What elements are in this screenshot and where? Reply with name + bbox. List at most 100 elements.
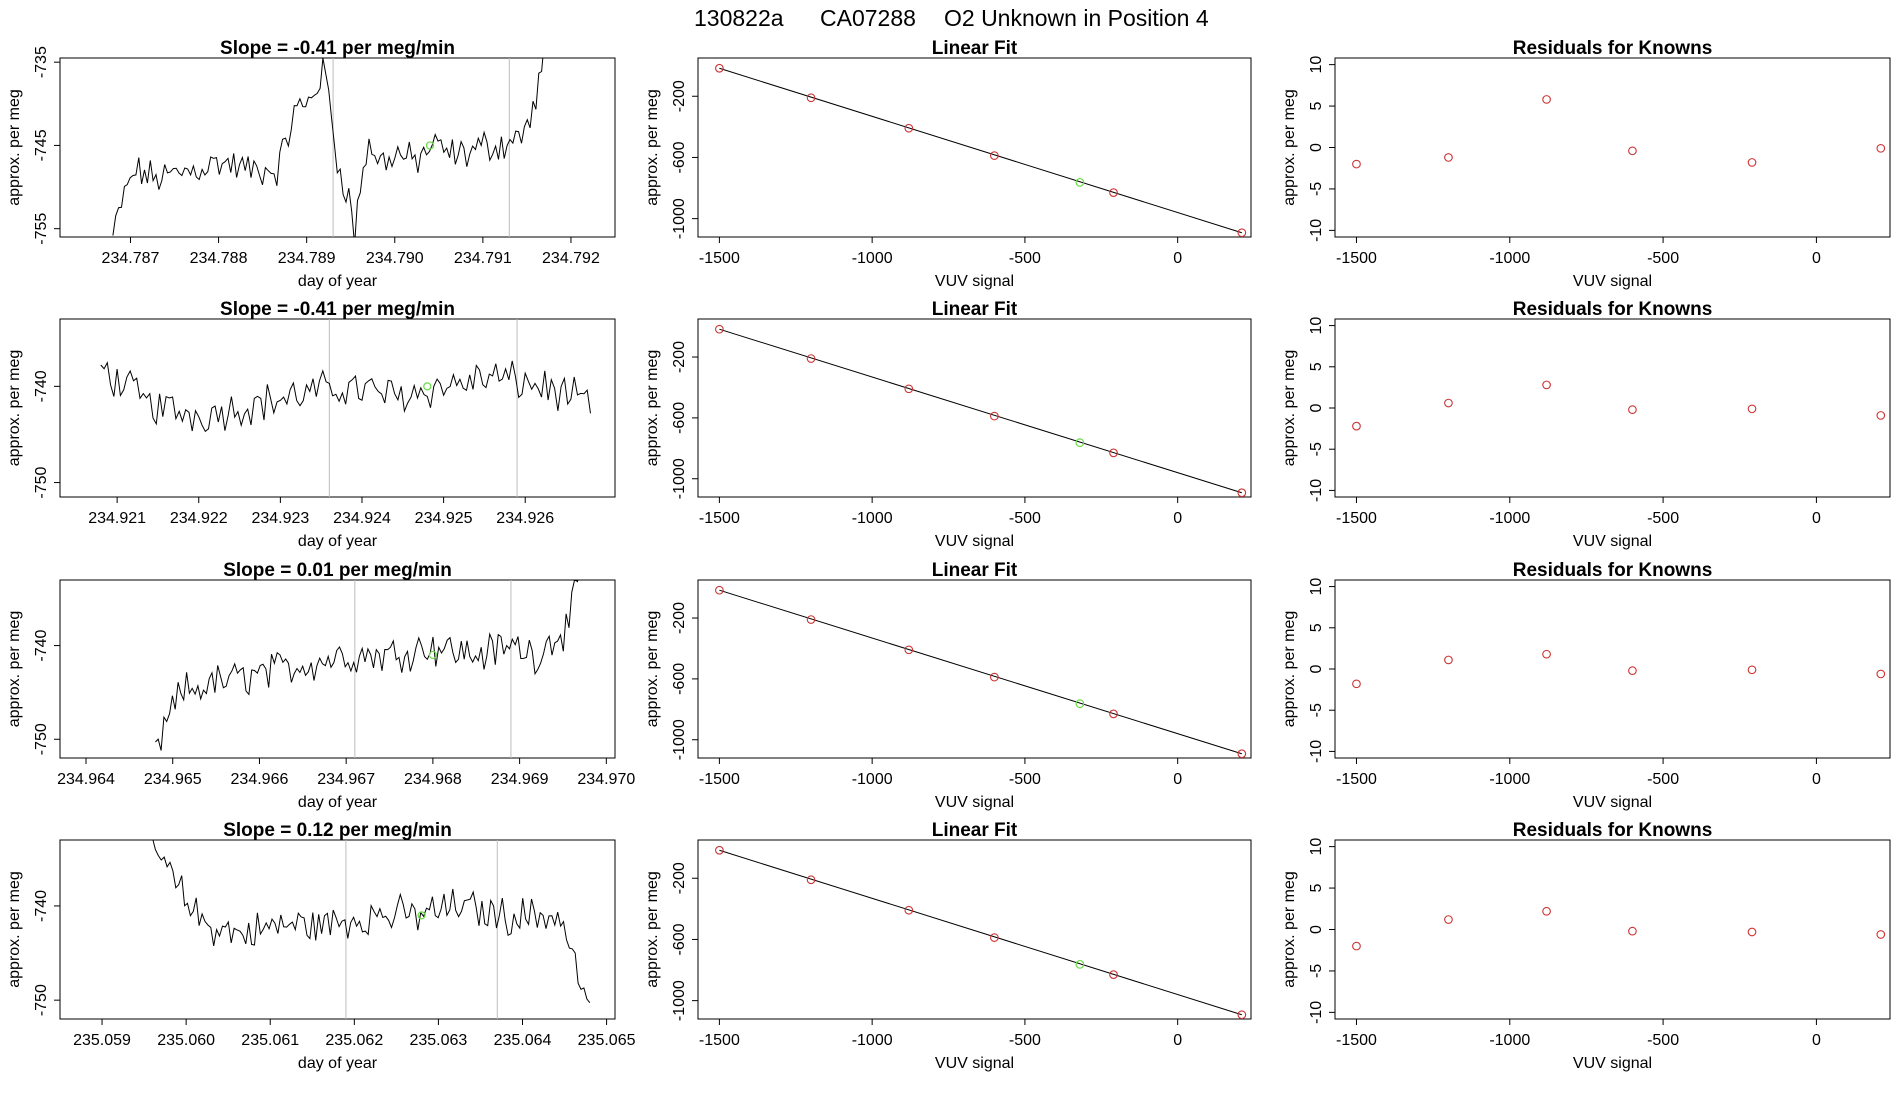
y-axis-label: approx. per meg xyxy=(644,871,661,988)
panel-title: Residuals for Knowns xyxy=(1513,299,1713,320)
panel-1-3: Residuals for Knowns VUV signal approx. pe… xyxy=(1281,38,1891,290)
y-tick-label: -600 xyxy=(671,141,688,173)
x-tick-label: 234.922 xyxy=(170,510,228,527)
plot-area xyxy=(1352,649,1886,689)
unknown-point xyxy=(1075,699,1085,709)
plot-frame xyxy=(697,579,1252,759)
known-point xyxy=(715,585,724,595)
y-axis-label: approx. per meg xyxy=(6,89,23,206)
x-tick-label: -500 xyxy=(1647,771,1679,788)
plot-area xyxy=(155,580,579,758)
y-axis-label: approx. per meg xyxy=(1281,350,1298,467)
x-axis-label: VUV signal xyxy=(935,533,1014,550)
known-point xyxy=(904,123,914,133)
x-tick-label: -500 xyxy=(1647,250,1679,267)
known-point xyxy=(1352,421,1361,431)
known-point xyxy=(1876,930,1886,939)
known-point xyxy=(1444,915,1453,924)
known-point xyxy=(1542,649,1551,659)
x-tick-label: 234.968 xyxy=(404,771,462,788)
plot-frame xyxy=(59,579,616,759)
panel-title: Residuals for Knowns xyxy=(1513,560,1713,581)
y-tick-label: -1000 xyxy=(671,198,688,239)
y-tick-label: -600 xyxy=(671,402,688,434)
known-point xyxy=(1628,666,1637,675)
y-tick-label: -10 xyxy=(1308,740,1325,763)
x-tick-label: -1000 xyxy=(1489,1032,1530,1049)
x-tick-label: -1000 xyxy=(852,1032,893,1049)
x-tick-label: -1500 xyxy=(699,771,740,788)
x-tick-label: -1500 xyxy=(1336,1032,1377,1049)
x-tick-label: 0 xyxy=(1812,1032,1821,1049)
x-tick-label: -1500 xyxy=(1336,771,1377,788)
x-tick-label: 234.923 xyxy=(251,510,309,527)
known-point xyxy=(806,93,816,103)
x-tick-label: -500 xyxy=(1009,771,1041,788)
x-tick-label: 235.063 xyxy=(409,1032,467,1049)
known-point xyxy=(1352,679,1361,689)
y-tick-label: 5 xyxy=(1308,623,1325,632)
x-axis-label: day of year xyxy=(298,273,378,290)
plot-area xyxy=(1352,906,1886,951)
unknown-point xyxy=(417,911,426,920)
y-tick-label: 10 xyxy=(1308,578,1325,596)
known-point xyxy=(1444,655,1453,665)
plot-area xyxy=(112,58,544,237)
y-tick-label: -600 xyxy=(671,923,688,955)
y-tick-label: 0 xyxy=(1308,664,1325,673)
panel-3-1: Slope = 0.01 per meg/min day of year appro… xyxy=(6,560,635,811)
plot-frame xyxy=(1334,57,1891,238)
known-point xyxy=(1352,159,1361,169)
y-tick-label: 10 xyxy=(1308,838,1325,856)
x-axis-label: day of year xyxy=(298,533,378,550)
x-tick-label: -1500 xyxy=(1336,250,1377,267)
fit-line xyxy=(719,849,1242,1016)
known-point xyxy=(1747,158,1757,167)
panel-title: Slope = -0.41 per meg/min xyxy=(220,299,455,320)
y-tick-label: 5 xyxy=(1308,884,1325,893)
known-point xyxy=(1876,143,1886,153)
y-tick-label: -5 xyxy=(1308,182,1325,196)
panel-3-3: Residuals for Knowns VUV signal approx. pe… xyxy=(1281,560,1891,811)
fit-line xyxy=(719,328,1242,494)
panel-4-1: Slope = 0.12 per meg/min day of year appro… xyxy=(6,820,636,1072)
plot-frame xyxy=(697,57,1252,238)
known-point xyxy=(1237,1010,1247,1019)
unknown-point xyxy=(1075,959,1085,969)
x-tick-label: -1000 xyxy=(1489,510,1530,527)
plot-area xyxy=(715,845,1247,1019)
known-point xyxy=(990,672,999,682)
x-tick-label: 234.787 xyxy=(102,250,160,267)
y-tick-label: -1000 xyxy=(671,719,688,760)
y-tick-label: -735 xyxy=(33,46,50,78)
x-tick-label: -1000 xyxy=(852,771,893,788)
x-tick-label: 235.064 xyxy=(494,1032,552,1049)
x-axis-label: VUV signal xyxy=(1573,1055,1652,1072)
plot-area xyxy=(152,840,591,1019)
x-axis-label: VUV signal xyxy=(935,1055,1014,1072)
known-point xyxy=(1237,749,1247,758)
y-tick-label: -750 xyxy=(33,723,50,755)
known-point xyxy=(904,905,914,915)
y-tick-label: -5 xyxy=(1308,442,1325,456)
known-point xyxy=(904,384,914,394)
x-axis-label: VUV signal xyxy=(1573,794,1652,811)
unknown-point xyxy=(428,650,437,660)
known-point xyxy=(1109,448,1118,458)
known-point xyxy=(990,411,999,421)
plot-frame xyxy=(1334,579,1891,759)
panel-title: Residuals for Knowns xyxy=(1513,38,1713,59)
plot-frame xyxy=(1334,839,1891,1020)
x-tick-label: -500 xyxy=(1009,510,1041,527)
x-tick-label: 234.967 xyxy=(317,771,375,788)
panel-2-1: Slope = -0.41 per meg/min day of year appr… xyxy=(6,299,616,550)
known-point xyxy=(990,151,999,160)
y-axis-label: approx. per meg xyxy=(6,611,23,728)
x-tick-label: 235.059 xyxy=(73,1032,131,1049)
y-axis-label: approx. per meg xyxy=(1281,871,1298,988)
x-tick-label: -1500 xyxy=(699,1032,740,1049)
panel-title: Linear Fit xyxy=(932,560,1018,581)
panel-4-2: Linear Fit VUV signal approx. per meg -1500… xyxy=(644,820,1252,1072)
y-tick-label: -200 xyxy=(671,341,688,373)
panel-1-2: Linear Fit VUV signal approx. per meg -1500… xyxy=(644,38,1252,290)
